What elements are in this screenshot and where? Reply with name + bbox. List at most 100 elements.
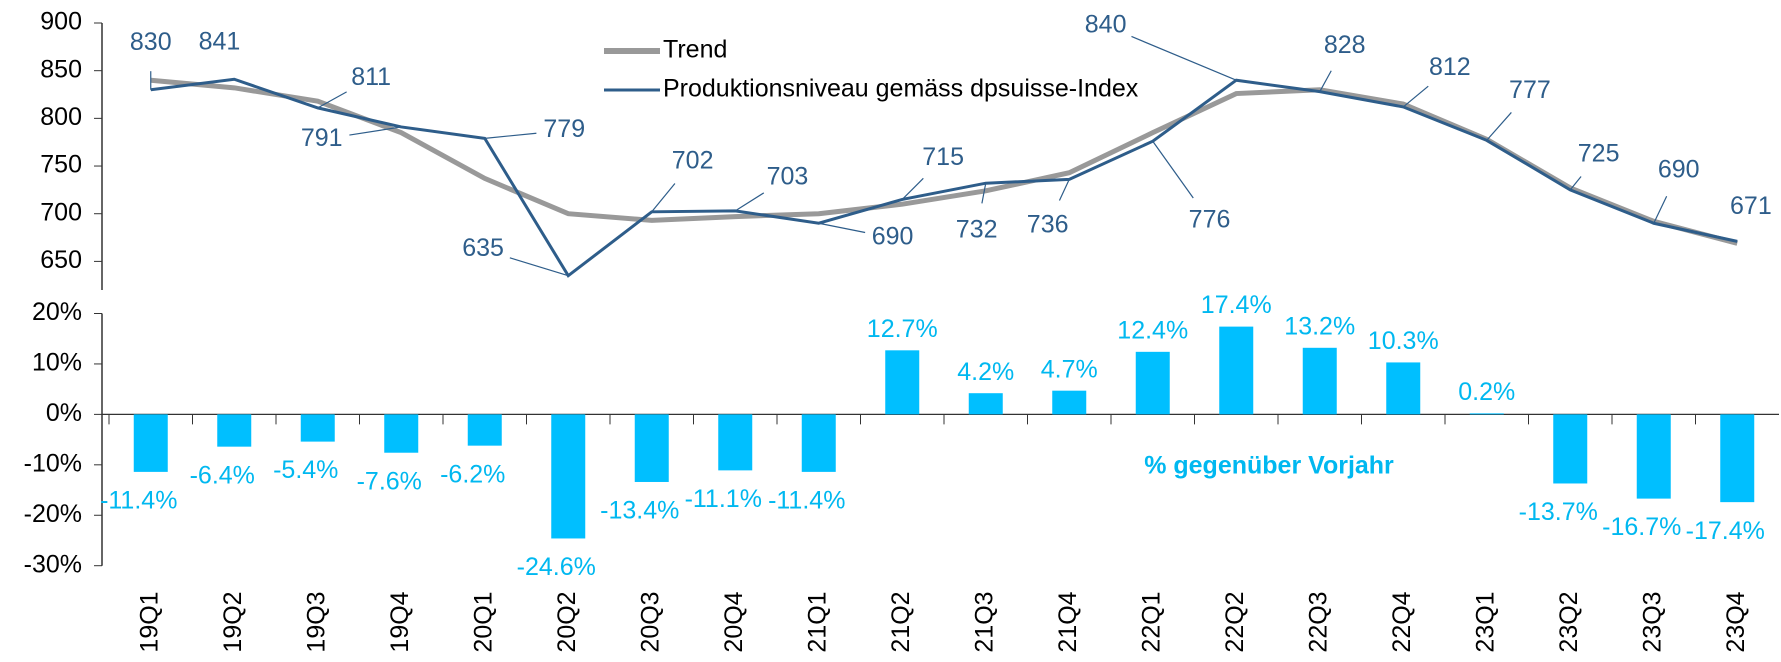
x-tick-label: 19Q2 bbox=[219, 591, 247, 652]
data-label: 4.2% bbox=[957, 358, 1014, 386]
y-tick-label: -30% bbox=[24, 550, 82, 578]
leader-line bbox=[1319, 70, 1332, 92]
data-label: 779 bbox=[543, 115, 585, 143]
bar bbox=[1052, 390, 1087, 415]
leader-line bbox=[1058, 179, 1070, 201]
x-tick-label: 23Q2 bbox=[1555, 591, 1583, 652]
data-label: 690 bbox=[1658, 156, 1700, 184]
data-label: 777 bbox=[1509, 76, 1551, 104]
y-tick-label: -10% bbox=[24, 449, 82, 477]
data-label: 703 bbox=[767, 163, 809, 191]
y-tick-label: 800 bbox=[40, 103, 82, 131]
y-tick-label: 20% bbox=[32, 298, 82, 326]
data-label: -6.4% bbox=[190, 461, 255, 489]
leader-line bbox=[1653, 196, 1668, 224]
data-label: 0.2% bbox=[1458, 378, 1515, 406]
data-label: -13.7% bbox=[1519, 498, 1598, 526]
x-tick-label: 23Q4 bbox=[1722, 591, 1750, 652]
data-label: -13.4% bbox=[600, 497, 679, 525]
data-label: 671 bbox=[1730, 192, 1772, 220]
y-tick-label: 700 bbox=[40, 198, 82, 226]
bar bbox=[1720, 414, 1755, 503]
bar bbox=[1469, 413, 1504, 415]
legend-label: Trend bbox=[663, 36, 727, 64]
leader-line bbox=[1486, 112, 1512, 141]
y-tick-label: 750 bbox=[40, 151, 82, 179]
data-label: 736 bbox=[1027, 211, 1069, 239]
leader-line bbox=[509, 257, 569, 277]
data-label: 732 bbox=[956, 216, 998, 244]
data-label: -24.6% bbox=[517, 553, 596, 581]
data-label: 811 bbox=[351, 63, 391, 91]
x-tick-label: 23Q1 bbox=[1471, 591, 1499, 652]
data-label: -5.4% bbox=[273, 456, 338, 484]
leader-line bbox=[901, 177, 924, 200]
y-tick-label: 650 bbox=[40, 246, 82, 274]
x-tick-label: 19Q3 bbox=[302, 591, 330, 652]
leader-line bbox=[1569, 176, 1582, 191]
data-label: 12.4% bbox=[1117, 316, 1188, 344]
leader-line bbox=[1402, 85, 1429, 108]
x-tick-label: 20Q1 bbox=[469, 591, 497, 652]
data-label: 791 bbox=[301, 124, 343, 152]
leader-line bbox=[651, 183, 676, 213]
x-tick-label: 22Q4 bbox=[1388, 591, 1416, 652]
bar bbox=[133, 414, 168, 472]
bar bbox=[551, 414, 586, 539]
bar bbox=[1553, 414, 1588, 484]
x-tick-label: 21Q2 bbox=[887, 591, 915, 652]
x-tick-label: 22Q3 bbox=[1304, 591, 1332, 652]
data-label: -11.4% bbox=[768, 486, 845, 514]
x-tick-label: 19Q1 bbox=[135, 591, 163, 652]
y-tick-label: 0% bbox=[46, 399, 82, 427]
bar bbox=[467, 414, 502, 446]
y-tick-label: 900 bbox=[40, 8, 82, 36]
bar bbox=[1302, 347, 1337, 415]
leader-line bbox=[981, 183, 987, 204]
bar bbox=[634, 414, 669, 482]
bar bbox=[968, 393, 1003, 415]
bar bbox=[885, 350, 920, 415]
data-label: 635 bbox=[462, 234, 504, 262]
data-label: 828 bbox=[1324, 31, 1366, 59]
data-label: 4.7% bbox=[1041, 355, 1098, 383]
y-tick-label: 850 bbox=[40, 55, 82, 83]
data-label: -11.4% bbox=[100, 486, 177, 514]
y-tick-label: -20% bbox=[24, 500, 82, 528]
data-label: 17.4% bbox=[1201, 291, 1272, 319]
x-tick-label: 22Q1 bbox=[1137, 591, 1165, 652]
y-tick-label: 10% bbox=[32, 349, 82, 377]
data-label: 725 bbox=[1578, 139, 1620, 167]
data-label: 841 bbox=[199, 28, 241, 56]
x-tick-label: 21Q4 bbox=[1054, 591, 1082, 652]
data-label: 12.7% bbox=[867, 315, 938, 343]
data-label: 715 bbox=[922, 143, 964, 171]
bar bbox=[1219, 326, 1254, 415]
x-tick-label: 20Q4 bbox=[720, 591, 748, 652]
leader-line bbox=[484, 132, 537, 139]
bar bbox=[1636, 414, 1671, 499]
data-label: 840 bbox=[1085, 10, 1127, 38]
leader-line bbox=[734, 192, 765, 212]
data-label: 13.2% bbox=[1284, 312, 1355, 340]
x-tick-label: 21Q1 bbox=[803, 591, 831, 652]
bar bbox=[718, 414, 753, 471]
x-tick-label: 23Q3 bbox=[1638, 591, 1666, 652]
leader-line bbox=[818, 222, 866, 234]
bar bbox=[801, 414, 836, 472]
data-label: -6.2% bbox=[440, 460, 505, 488]
data-label: 702 bbox=[672, 146, 714, 174]
legend-label: Produktionsniveau gemäss dpsuisse-Index bbox=[663, 75, 1139, 103]
leader-line bbox=[349, 126, 402, 136]
bar bbox=[384, 414, 419, 453]
data-label: -7.6% bbox=[357, 467, 422, 495]
x-tick-label: 20Q3 bbox=[636, 591, 664, 652]
bar bbox=[1386, 362, 1421, 415]
x-tick-label: 19Q4 bbox=[386, 591, 414, 652]
data-label: -16.7% bbox=[1602, 513, 1681, 541]
x-tick-label: 21Q3 bbox=[970, 591, 998, 652]
x-tick-label: 20Q2 bbox=[553, 591, 581, 652]
series-line bbox=[150, 77, 1738, 278]
leader-line bbox=[1131, 35, 1237, 81]
